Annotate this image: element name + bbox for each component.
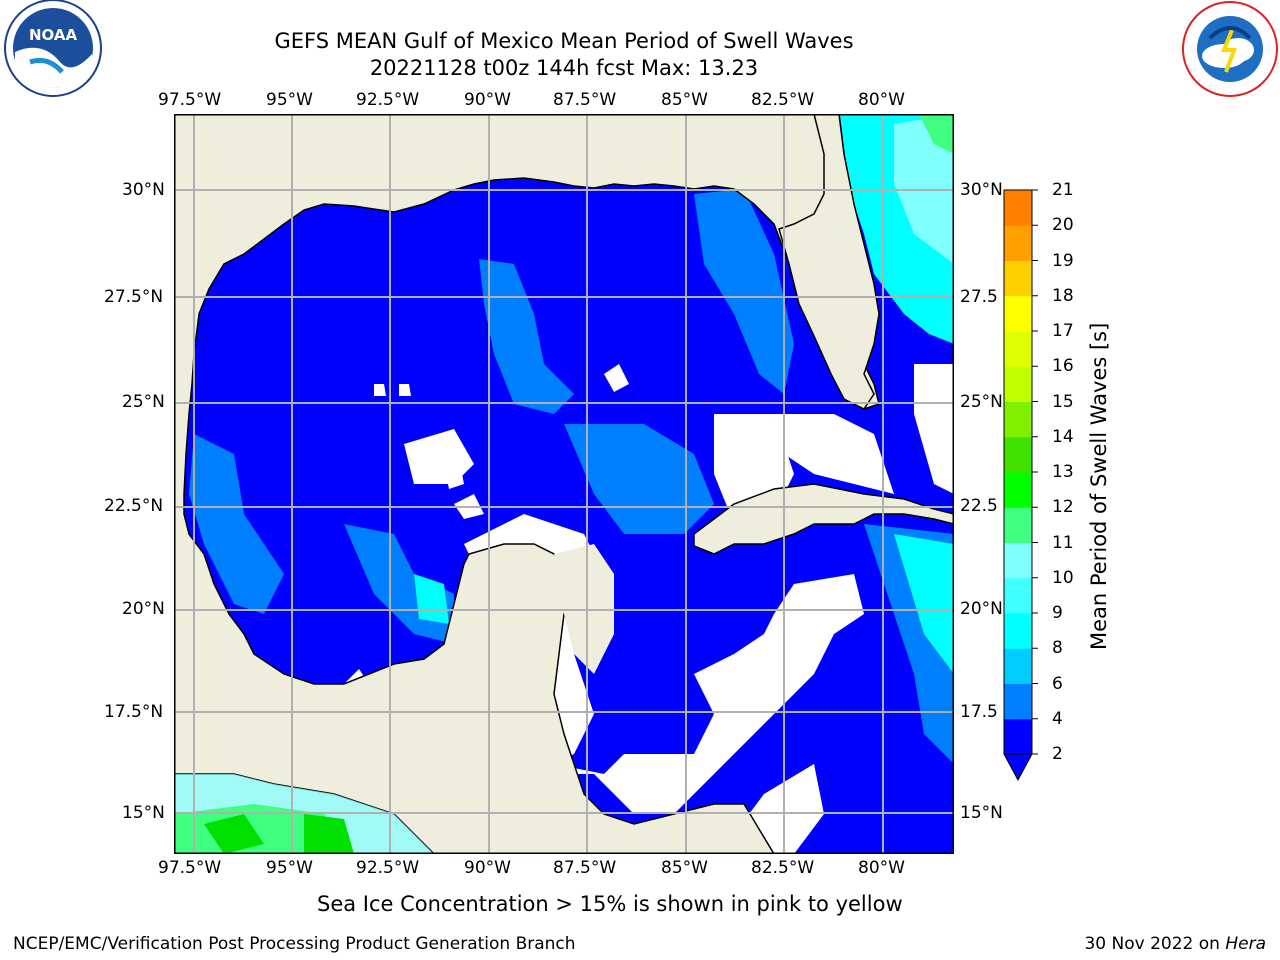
colorbar-segment [1004,577,1032,614]
lat-tick-right: 27.5 [960,287,998,307]
colorbar-tick-label: 13 [1052,462,1074,482]
lat-tick-right: 30°N [960,180,1003,200]
lat-tick-left: 25°N [122,392,165,412]
lat-tick-left: 20°N [122,599,165,619]
no-data-area [444,459,464,489]
colorbar-segment [1004,718,1032,755]
lon-tick-top: 97.5°W [158,90,222,110]
colorbar-segment [1004,225,1032,261]
colorbar-tick-label: 6 [1052,673,1063,694]
lon-tick-bottom: 97.5°W [158,858,222,878]
lat-tick-right: 22.5 [960,496,998,516]
lon-tick-bottom: 95°W [266,858,313,878]
colorbar-label: Mean Period of Swell Waves [s] [1087,322,1111,650]
lon-tick-bottom: 80°W [858,858,905,878]
lon-tick-bottom: 92.5°W [356,858,420,878]
noaa-logo: NOAA [4,0,102,97]
lon-tick-top: 87.5°W [553,90,617,110]
colorbar-segment [1004,295,1032,332]
colorbar-extend-triangle [1003,753,1033,782]
land-cuba [693,483,955,555]
colorbar-segment [1004,683,1032,720]
lat-tick-left: 17.5°N [104,702,164,722]
colorbar-labels: 2 4 6 8 9 10 11 12 13 14 15 16 17 18 19 20 21 [1052,180,1092,786]
colorbar-tick-label: 15 [1052,391,1074,412]
footer-right: 30 Nov 2022 on Hera [1084,934,1266,954]
lon-tick-bottom: 87.5°W [553,858,617,878]
colorbar-segment [1004,401,1032,438]
colorbar-tick-label: 2 [1052,744,1063,764]
colorbar-segment [1004,613,1032,649]
colorbar-tick-label: 18 [1052,285,1074,306]
colorbar-tick-label: 9 [1052,603,1063,623]
noaa-logo-text: NOAA [29,26,78,44]
colorbar-tick-label: 4 [1052,708,1063,729]
ocean-cyan-region [414,574,449,624]
footer-date: 30 Nov 2022 on [1084,934,1226,954]
lat-tick-right: 25°N [960,392,1003,412]
map-border [173,113,955,855]
lon-tick-top: 95°W [266,90,313,110]
colorbar-tick-label: 8 [1052,638,1063,659]
colorbar-tick-label: 11 [1052,532,1074,553]
colorbar-tick-label: 10 [1052,567,1074,588]
lon-tick-bottom: 82.5°W [751,858,815,878]
ocean-mid-region [694,189,794,394]
ocean-mid-region [189,434,284,614]
footer-machine: Hera [1225,934,1266,954]
colorbar-tick-label: 21 [1052,180,1074,200]
lon-tick-top: 80°W [858,90,905,110]
sea-ice-note: Sea Ice Concentration > 15% is shown in … [317,892,903,916]
lon-tick-bottom: 90°W [464,858,511,878]
lon-tick-top: 90°W [464,90,511,110]
no-data-area [374,384,386,396]
colorbar-tick-label: 20 [1052,215,1074,236]
lat-tick-left: 27.5°N [104,287,164,307]
lat-tick-left: 30°N [122,180,165,200]
pacific-bright-green [304,814,354,854]
colorbar-tick-label: 14 [1052,426,1074,447]
lon-tick-bottom: 85°W [661,858,708,878]
no-data-area [399,384,411,396]
lat-tick-left: 15°N [122,803,165,823]
lon-tick-top: 92.5°W [356,90,420,110]
lat-tick-right: 15°N [960,803,1003,823]
map-panel [173,113,955,855]
colorbar-segment [1004,542,1032,579]
nws-logo [1182,1,1278,97]
map-svg [173,113,955,855]
lon-tick-top: 85°W [661,90,708,110]
colorbar-segment [1004,472,1032,508]
colorbar-tick-label: 17 [1052,321,1074,341]
colorbar-segment [1004,331,1032,367]
colorbar-segment [1004,260,1032,297]
chart-title: GEFS MEAN Gulf of Mexico Mean Period of … [274,29,854,53]
ocean-green-region [919,114,954,154]
pacific-bright-green [204,814,264,854]
lat-tick-right: 17.5 [960,702,998,722]
lat-tick-right: 20°N [960,599,1003,619]
colorbar-segment [1004,648,1032,684]
ocean-cyan-region [894,534,954,674]
gridlines [174,114,954,854]
colorbar-tick-label: 16 [1052,356,1074,377]
footer-left: NCEP/EMC/Verification Post Processing Pr… [13,934,576,954]
colorbar-segment [1004,366,1032,402]
lat-tick-left: 22.5°N [104,496,164,516]
colorbar-tick-label: 19 [1052,250,1074,271]
no-data-area [914,364,954,494]
lon-tick-top: 82.5°W [751,90,815,110]
colorbar-segment [1004,507,1032,543]
no-data-area [604,364,629,392]
colorbar-segment [1004,436,1032,473]
chart-subtitle: 20221128 t00z 144h fcst Max: 13.23 [369,56,759,80]
colorbar [1003,189,1038,782]
no-data-area [774,414,894,494]
colorbar-segment [1004,190,1032,226]
colorbar-tick-label: 12 [1052,497,1074,518]
